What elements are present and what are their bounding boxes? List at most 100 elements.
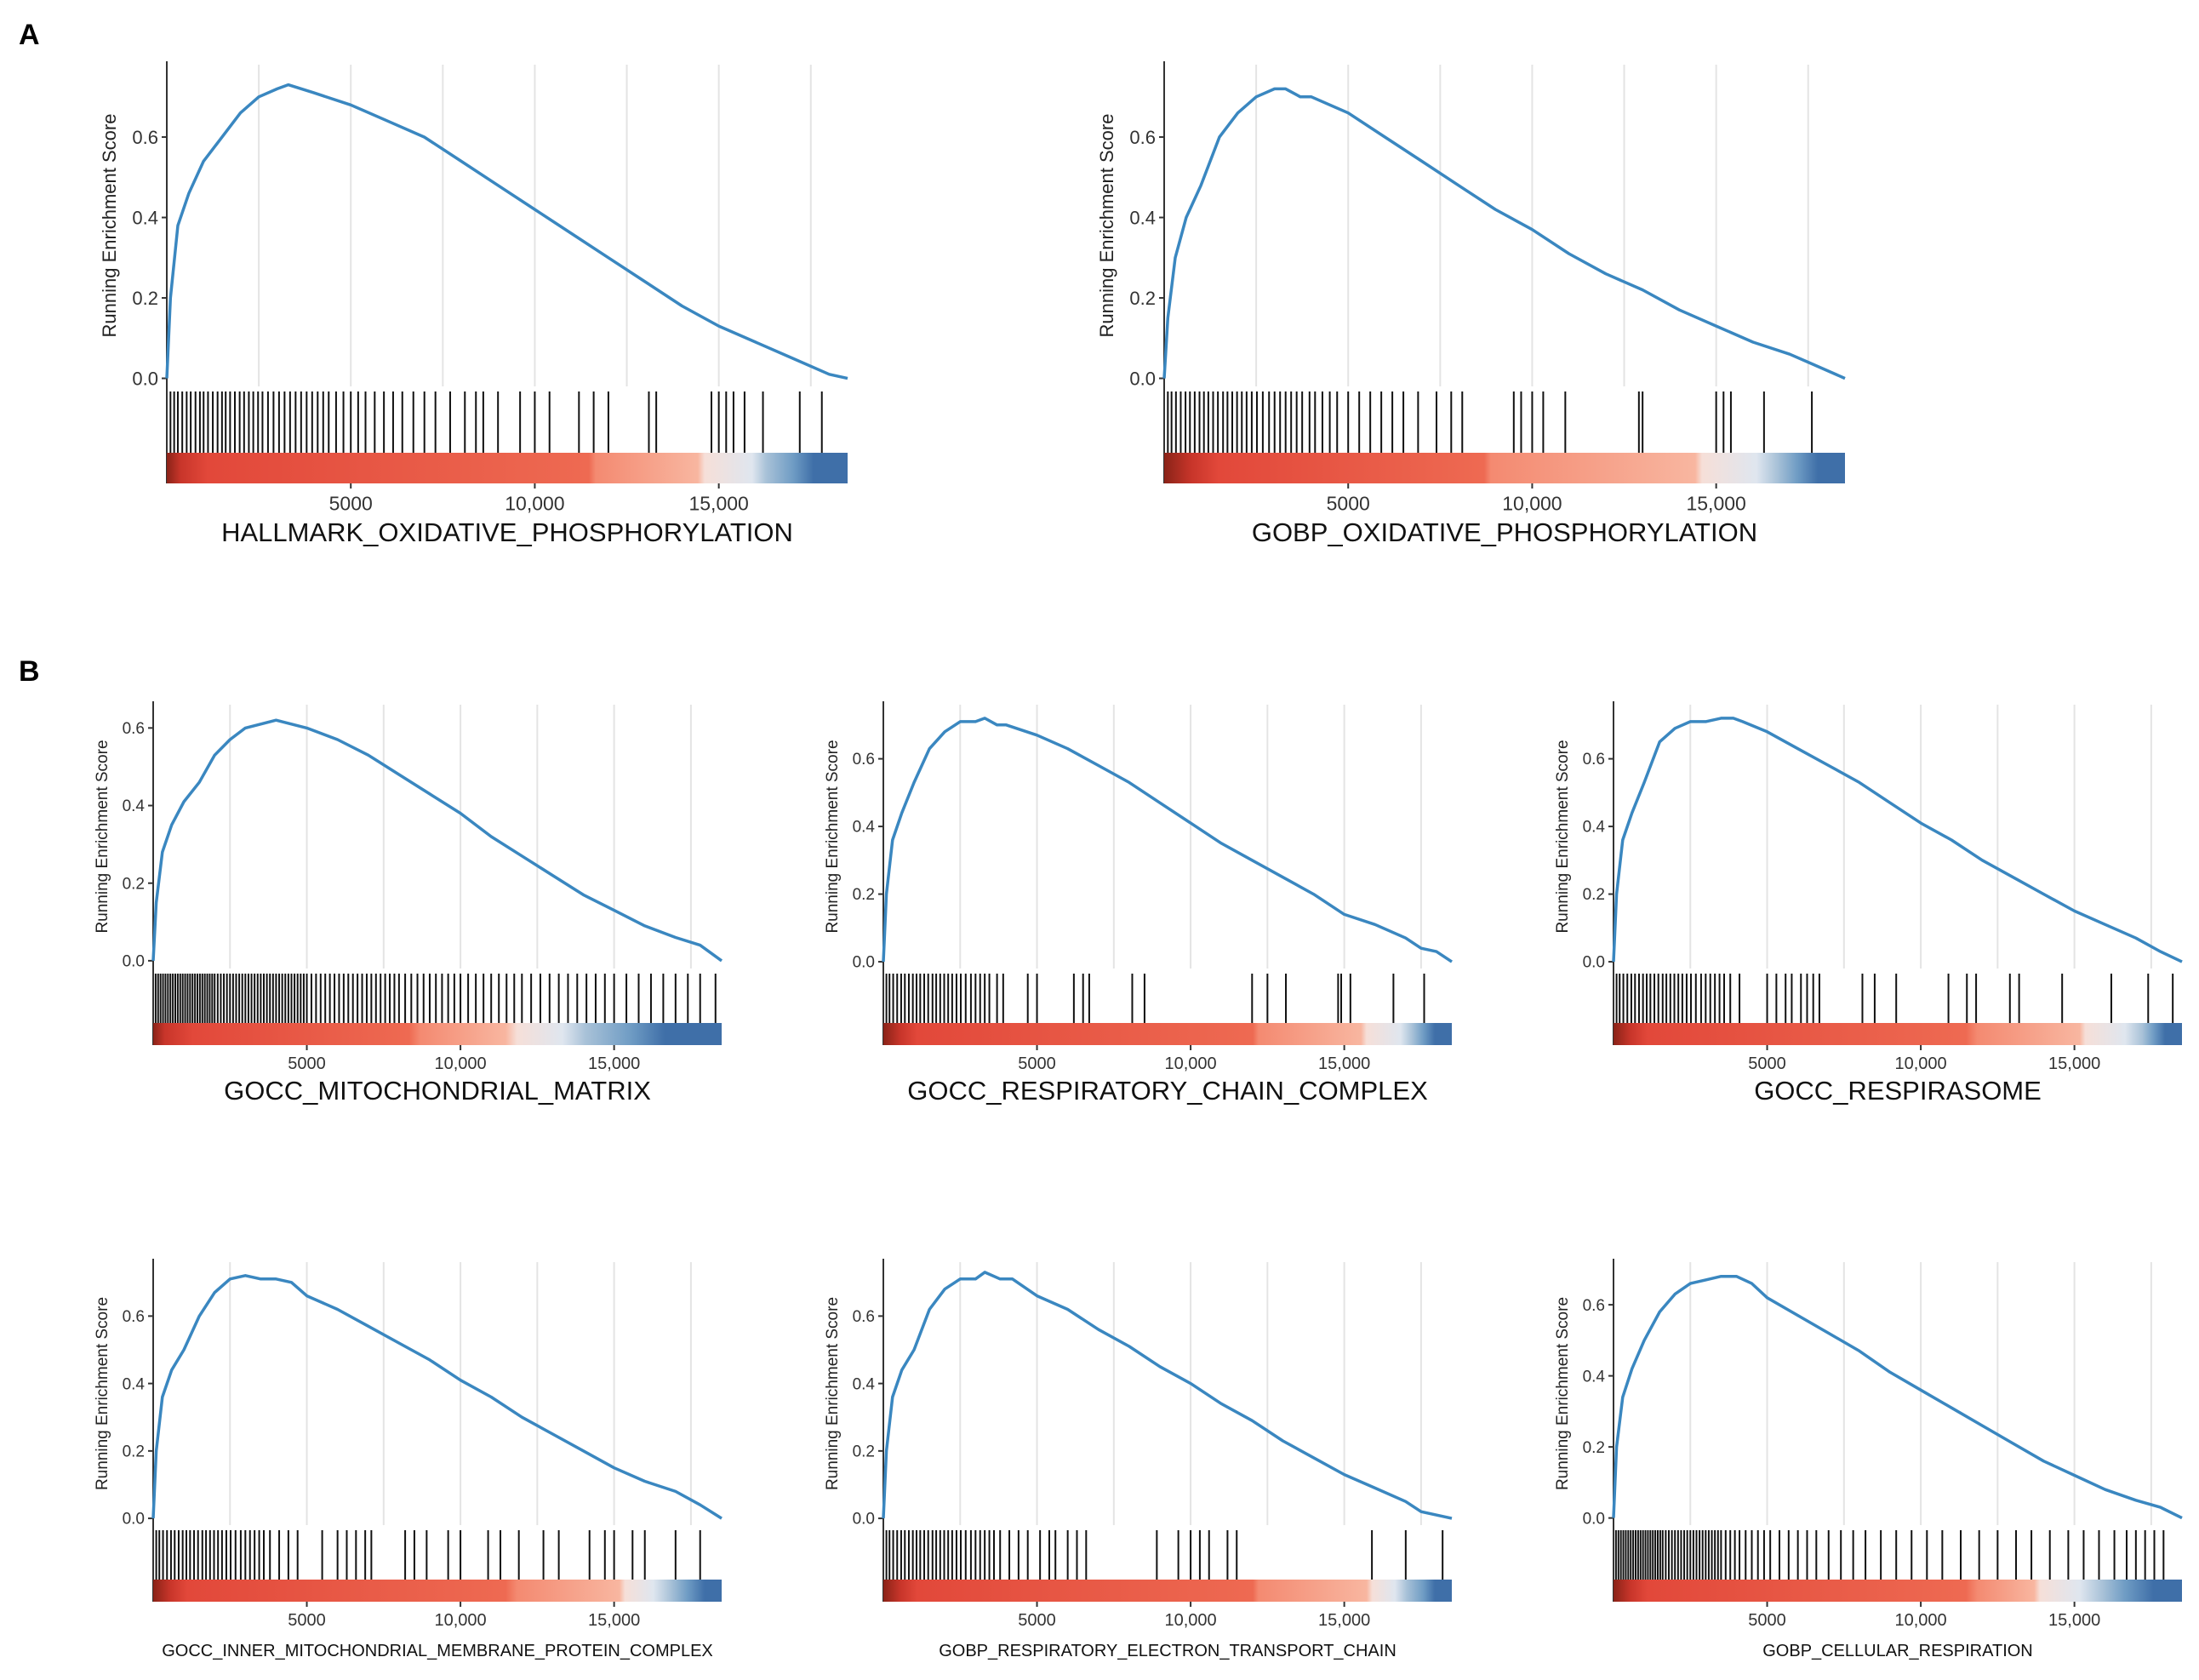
gene-set-title: GOCC_RESPIRASOME [1754,1076,2042,1106]
rank-gradient-bar [153,1580,722,1602]
y-axis-label: Running Enrichment Score [824,740,842,933]
gsea-plot-4: 0.0 0.2 0.4 0.6 Running Enrichment Score 5000… [824,701,1453,1106]
y-axis-label: Running Enrichment Score [824,1297,842,1490]
enrichment-curve [1612,717,2183,963]
x-tick-label: 5000 [329,492,373,514]
gsea-plot-1: 0.0 0.2 0.4 0.6 Running Enrichment Score 5000… [99,61,848,547]
x-tick-label: 5000 [288,1611,326,1630]
enrichment-curve [1612,1274,2183,1520]
gene-set-title: GOCC_RESPIRATORY_CHAIN_COMPLEX [907,1076,1428,1106]
y-axis-label: Running Enrichment Score [1554,740,1572,933]
y-tick-label: 0.6 [132,127,158,148]
x-tick-label: 10,000 [505,492,564,514]
y-tick-label: 0.0 [132,368,158,389]
enrichment-curve [151,718,723,963]
y-tick-label: 0.2 [853,886,875,904]
enrichment-curve [882,717,1453,963]
y-tick-label: 0.4 [132,207,158,228]
y-tick-label: 0.2 [123,1443,145,1460]
enrichment-curve [882,1271,1453,1520]
x-tick-label: 5000 [288,1054,326,1073]
y-tick-label: 0.0 [853,954,875,972]
gsea-plot-3: 0.0 0.2 0.4 0.6 Running Enrichment Score 5000… [94,701,723,1106]
y-tick-label: 0.6 [853,1308,875,1326]
gsea-plots: 0.0 0.2 0.4 0.6 Running Enrichment Score 5000… [94,61,2183,1660]
y-tick-label: 0.0 [1583,954,1605,972]
x-tick-label: 10,000 [1164,1054,1216,1073]
x-tick-label: 10,000 [1502,492,1562,514]
panel-label-a: A [19,19,40,51]
x-tick-label: 15,000 [588,1611,640,1630]
x-tick-label: 5000 [1327,492,1370,514]
y-tick-label: 0.4 [853,819,876,837]
y-tick-label: 0.2 [132,288,158,309]
panel-label-b: B [19,655,40,688]
gene-set-title: GOBP_OXIDATIVE_PHOSPHORYLATION [1252,517,1757,547]
y-tick-label: 0.6 [853,751,875,769]
x-tick-label: 15,000 [688,492,748,514]
x-tick-label: 10,000 [434,1054,486,1073]
y-tick-label: 0.2 [1583,1439,1605,1457]
gsea-plot-6: 0.0 0.2 0.4 0.6 Running Enrichment Score 5000… [94,1259,723,1660]
enrichment-curve [1162,87,1846,380]
y-tick-label: 0.2 [123,875,145,893]
x-tick-label: 5000 [1018,1611,1056,1630]
gene-set-title: GOCC_MITOCHONDRIAL_MATRIX [224,1076,651,1106]
y-tick-label: 0.0 [123,1511,145,1529]
y-tick-label: 0.2 [1129,288,1156,309]
y-axis-label: Running Enrichment Score [1096,114,1117,338]
enrichment-curve [151,1274,723,1520]
y-axis-label: Running Enrichment Score [1554,1297,1572,1490]
x-tick-label: 10,000 [1164,1611,1216,1630]
y-tick-label: 0.6 [1583,751,1605,769]
rank-gradient-bar [883,1580,1452,1602]
gene-set-title: GOBP_CELLULAR_RESPIRATION [1762,1642,2033,1660]
x-tick-label: 15,000 [2048,1611,2100,1630]
rank-gradient-bar [1164,453,1845,483]
y-tick-label: 0.6 [1583,1297,1605,1315]
rank-gradient-bar [1614,1023,2182,1045]
gene-set-title: HALLMARK_OXIDATIVE_PHOSPHORYLATION [221,517,793,547]
x-tick-label: 15,000 [1686,492,1745,514]
x-tick-label: 15,000 [588,1054,640,1073]
y-tick-label: 0.6 [1129,127,1156,148]
y-tick-label: 0.0 [1583,1510,1605,1528]
x-tick-label: 15,000 [1318,1054,1370,1073]
x-tick-label: 5000 [1748,1054,1786,1073]
y-tick-label: 0.6 [123,1308,145,1326]
y-tick-label: 0.4 [1583,819,1606,837]
x-tick-label: 15,000 [1318,1611,1370,1630]
x-tick-label: 5000 [1748,1611,1786,1630]
rank-gradient-bar [1614,1580,2182,1602]
y-tick-label: 0.6 [123,720,145,738]
x-tick-label: 10,000 [434,1611,486,1630]
gene-set-title: GOBP_RESPIRATORY_ELECTRON_TRANSPORT_CHAI… [939,1642,1397,1660]
gsea-plot-5: 0.0 0.2 0.4 0.6 Running Enrichment Score 5000… [1554,701,2183,1106]
rank-gradient-bar [153,1023,722,1045]
x-tick-label: 5000 [1018,1054,1056,1073]
y-tick-label: 0.2 [853,1443,875,1460]
y-axis-label: Running Enrichment Score [94,740,111,933]
gsea-plot-7: 0.0 0.2 0.4 0.6 Running Enrichment Score 5000… [824,1259,1453,1660]
gsea-plot-8: 0.0 0.2 0.4 0.6 Running Enrichment Score 5000… [1554,1259,2183,1660]
gene-set-title: GOCC_INNER_MITOCHONDRIAL_MEMBRANE_PROTEI… [162,1642,713,1660]
y-tick-label: 0.4 [853,1375,876,1393]
y-tick-label: 0.0 [853,1511,875,1529]
y-axis-label: Running Enrichment Score [94,1297,111,1490]
y-tick-label: 0.4 [1129,207,1156,228]
y-axis-label: Running Enrichment Score [99,114,120,338]
x-tick-label: 10,000 [1894,1054,1946,1073]
y-tick-label: 0.4 [1583,1368,1606,1386]
y-tick-label: 0.2 [1583,886,1605,904]
y-tick-label: 0.4 [123,797,146,815]
enrichment-curve [165,83,848,380]
y-tick-label: 0.4 [123,1375,146,1393]
gsea-plot-2: 0.0 0.2 0.4 0.6 Running Enrichment Score 5000… [1096,61,1846,547]
rank-gradient-bar [167,453,848,483]
y-tick-label: 0.0 [123,953,145,971]
y-tick-label: 0.0 [1129,368,1156,389]
x-tick-label: 10,000 [1894,1611,1946,1630]
x-tick-label: 15,000 [2048,1054,2100,1073]
